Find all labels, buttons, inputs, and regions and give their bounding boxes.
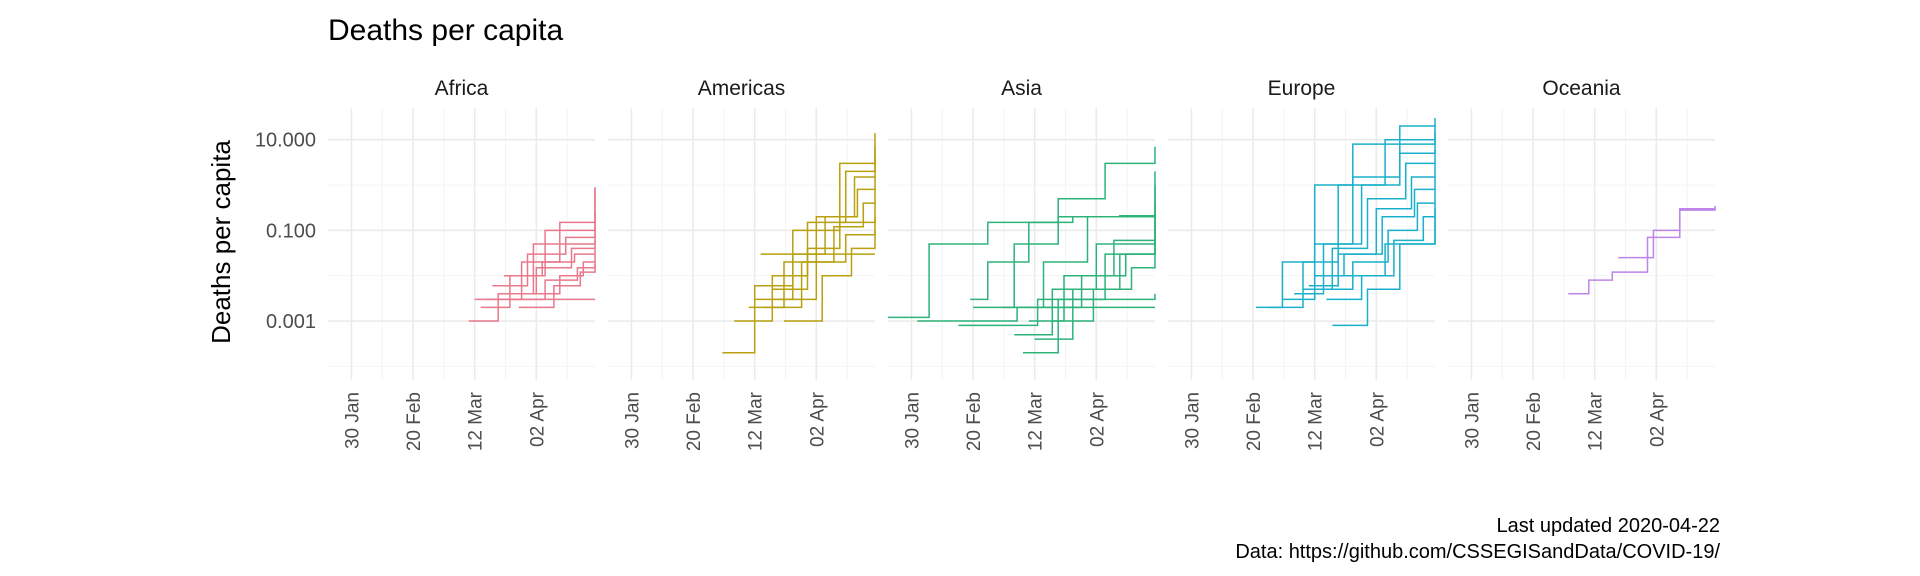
series-line: [958, 293, 1156, 327]
x-tick-label: 12 Mar: [1306, 391, 1327, 451]
series-line: [480, 187, 596, 309]
x-tick-label: 30 Jan: [342, 392, 363, 449]
series-line: [973, 146, 1156, 309]
chart-title: Deaths per capita: [328, 14, 563, 47]
series-line: [1267, 124, 1436, 309]
series-line: [784, 230, 876, 322]
series-line: [1052, 254, 1156, 322]
y-tick-label: 0.100: [266, 220, 316, 242]
series-line: [754, 177, 876, 301]
facet-oceania: Oceania 30 Jan 20 Feb 12 Mar 02 Apr: [1448, 77, 1716, 451]
series-line: [734, 146, 876, 322]
series-line: [1320, 189, 1436, 291]
series-line: [748, 157, 876, 309]
series-line: [1308, 163, 1436, 287]
y-tick-label: 10.000: [255, 130, 316, 152]
series-line: [1568, 205, 1716, 295]
x-tick-label: 20 Feb: [684, 392, 705, 451]
x-tick-label: 02 Apr: [527, 391, 548, 447]
x-tick-label: 02 Apr: [1647, 391, 1668, 447]
x-tick-label: 02 Apr: [1087, 391, 1108, 447]
facet-africa: Africa 30 Jan 20 Feb 12 Mar 02 Apr: [328, 77, 596, 451]
facet-label: Europe: [1268, 77, 1336, 100]
series-line: [518, 264, 596, 309]
series-line: [1618, 207, 1716, 259]
x-tick-label: 20 Feb: [1524, 392, 1545, 451]
series-line: [1314, 208, 1436, 277]
facet-americas: Americas 30 Jan 20 Feb 12 Mar 02 Apr: [608, 77, 876, 451]
x-tick-label: 30 Jan: [902, 392, 923, 449]
x-tick-label: 30 Jan: [622, 392, 643, 449]
caption-source: Data: https://github.com/CSSEGISandData/…: [1235, 541, 1720, 563]
facet-label: Oceania: [1542, 77, 1621, 100]
x-tick-label: 12 Mar: [466, 391, 487, 451]
series-line: [917, 306, 1155, 322]
facet-label: Africa: [435, 77, 489, 100]
x-tick-label: 12 Mar: [1026, 391, 1047, 451]
x-tick-label: 20 Feb: [1244, 392, 1265, 451]
facet-europe: Europe 30 Jan 20 Feb 12 Mar 02 Apr: [1168, 77, 1436, 451]
series-line: [722, 133, 876, 354]
x-tick-label: 20 Feb: [404, 392, 425, 451]
facet-label: Americas: [698, 77, 786, 100]
series-line: [1326, 203, 1436, 301]
x-tick-label: 30 Jan: [1182, 392, 1203, 449]
series-line: [1314, 177, 1436, 277]
series-line: [1282, 131, 1436, 301]
series-line: [1332, 216, 1436, 327]
series-line: [1028, 216, 1156, 322]
series-line: [763, 189, 876, 309]
facet-asia: Asia 30 Jan 20 Feb 12 Mar 02 Apr: [888, 77, 1156, 451]
x-tick-label: 12 Mar: [746, 391, 767, 451]
x-tick-label: 20 Feb: [964, 392, 985, 451]
series-line: [1294, 139, 1436, 295]
series-line: [468, 189, 596, 322]
x-tick-label: 30 Jan: [1462, 392, 1483, 449]
series-line: [492, 226, 596, 287]
y-axis-label: Deaths per capita: [206, 140, 236, 344]
x-tick-label: 02 Apr: [1367, 391, 1388, 447]
series-line: [524, 254, 596, 295]
y-tick-label: 0.001: [266, 311, 316, 333]
series-line: [1043, 240, 1156, 309]
facet-label: Asia: [1001, 77, 1042, 100]
facet-panels: 10.000 0.100 0.001 Africa 30 Jan 20 Feb 12 Mar…: [255, 77, 1716, 451]
caption-updated: Last updated 2020-04-22: [1496, 515, 1720, 537]
x-tick-label: 12 Mar: [1586, 391, 1607, 451]
x-tick-label: 02 Apr: [807, 391, 828, 447]
